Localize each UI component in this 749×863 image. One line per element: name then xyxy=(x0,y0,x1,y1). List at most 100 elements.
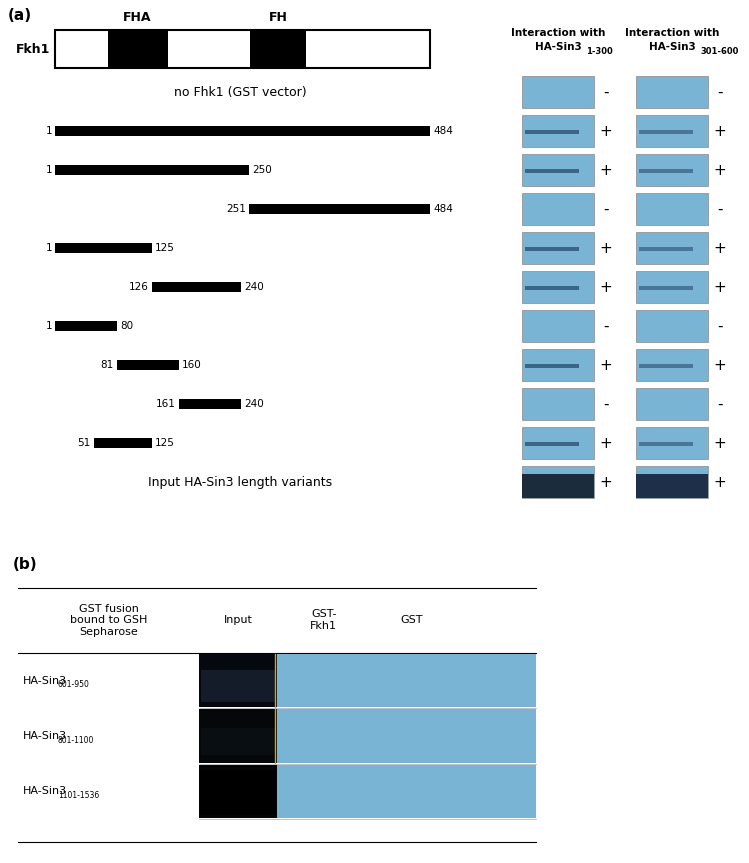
Bar xyxy=(636,427,708,459)
Bar xyxy=(525,363,579,368)
Bar xyxy=(522,466,594,498)
Text: -: - xyxy=(603,318,609,333)
Bar xyxy=(525,442,579,445)
Text: -: - xyxy=(603,396,609,412)
Text: +: + xyxy=(600,123,613,139)
Text: +: + xyxy=(714,162,727,178)
Text: 1: 1 xyxy=(46,321,52,331)
Bar xyxy=(199,654,277,708)
Bar xyxy=(636,271,708,303)
Bar xyxy=(522,310,594,342)
Text: 601-950: 601-950 xyxy=(58,680,90,690)
Bar xyxy=(525,168,579,173)
Text: 484: 484 xyxy=(433,126,453,136)
Text: Input HA-Sin3 length variants: Input HA-Sin3 length variants xyxy=(148,476,332,488)
Bar xyxy=(201,670,275,702)
Bar xyxy=(522,271,594,303)
Text: +: + xyxy=(600,436,613,450)
Text: +: + xyxy=(714,436,727,450)
Bar xyxy=(525,129,579,134)
Bar xyxy=(199,765,277,818)
Text: -: - xyxy=(718,396,723,412)
Bar xyxy=(522,193,594,225)
Text: 125: 125 xyxy=(155,243,175,253)
Text: +: + xyxy=(600,241,613,255)
Text: GST: GST xyxy=(401,615,423,626)
Text: no Fhk1 (GST vector): no Fhk1 (GST vector) xyxy=(174,85,306,98)
Text: -: - xyxy=(603,85,609,99)
Bar xyxy=(639,363,693,368)
Text: HA-Sin3: HA-Sin3 xyxy=(23,676,67,686)
Text: 1: 1 xyxy=(46,126,52,136)
Bar xyxy=(55,243,152,253)
Text: +: + xyxy=(714,280,727,294)
Bar xyxy=(636,474,708,498)
Bar xyxy=(201,770,276,816)
Bar xyxy=(55,321,117,331)
Bar xyxy=(639,129,693,134)
Bar xyxy=(249,204,430,214)
Text: 1: 1 xyxy=(46,165,52,175)
Text: FH: FH xyxy=(269,11,288,24)
Bar xyxy=(108,30,168,68)
Text: -: - xyxy=(718,202,723,217)
Bar xyxy=(639,168,693,173)
Bar xyxy=(639,286,693,290)
Bar xyxy=(522,474,594,498)
Bar xyxy=(636,310,708,342)
Text: 51: 51 xyxy=(77,438,91,448)
Text: +: + xyxy=(600,280,613,294)
Text: 251: 251 xyxy=(226,204,246,214)
Bar xyxy=(522,388,594,420)
Text: HA-Sin3: HA-Sin3 xyxy=(23,731,67,741)
Text: 1101-1536: 1101-1536 xyxy=(58,791,99,800)
Bar xyxy=(199,654,536,708)
Bar xyxy=(199,709,536,763)
Text: (a): (a) xyxy=(8,8,32,23)
Text: +: + xyxy=(600,162,613,178)
Bar xyxy=(639,442,693,445)
Text: 80: 80 xyxy=(120,321,133,331)
Bar xyxy=(636,349,708,381)
Bar xyxy=(117,360,179,370)
Bar xyxy=(522,427,594,459)
Bar xyxy=(199,765,536,818)
Bar xyxy=(639,247,693,250)
Bar xyxy=(199,709,277,763)
Text: 126: 126 xyxy=(129,282,149,292)
Bar xyxy=(55,30,430,68)
Text: (b): (b) xyxy=(13,557,37,572)
Text: FHA: FHA xyxy=(124,11,152,24)
Bar xyxy=(522,349,594,381)
Bar xyxy=(636,466,708,498)
Bar xyxy=(179,399,241,409)
Text: 161: 161 xyxy=(156,399,176,409)
Bar xyxy=(636,232,708,264)
Bar xyxy=(201,728,275,755)
Bar xyxy=(636,193,708,225)
Bar xyxy=(250,30,306,68)
Text: +: + xyxy=(714,475,727,489)
Text: 250: 250 xyxy=(252,165,272,175)
Bar xyxy=(522,154,594,186)
Text: 301-600: 301-600 xyxy=(700,47,739,56)
Bar xyxy=(636,388,708,420)
Text: GST-
Fkh1: GST- Fkh1 xyxy=(310,609,337,631)
Bar xyxy=(636,115,708,147)
Text: 240: 240 xyxy=(244,399,264,409)
Bar xyxy=(94,438,152,448)
Text: -: - xyxy=(603,202,609,217)
Text: Interaction with: Interaction with xyxy=(511,28,605,38)
Bar xyxy=(522,76,594,108)
Text: 240: 240 xyxy=(244,282,264,292)
Text: 160: 160 xyxy=(182,360,201,370)
Text: Interaction with: Interaction with xyxy=(625,28,719,38)
Text: HA-Sin3: HA-Sin3 xyxy=(649,42,695,52)
Text: GST fusion
bound to GSH
Sepharose: GST fusion bound to GSH Sepharose xyxy=(70,604,148,637)
Text: +: + xyxy=(600,357,613,373)
Text: -: - xyxy=(718,318,723,333)
Bar xyxy=(152,282,241,292)
Bar xyxy=(55,126,430,136)
Text: 484: 484 xyxy=(433,204,453,214)
Text: +: + xyxy=(714,123,727,139)
